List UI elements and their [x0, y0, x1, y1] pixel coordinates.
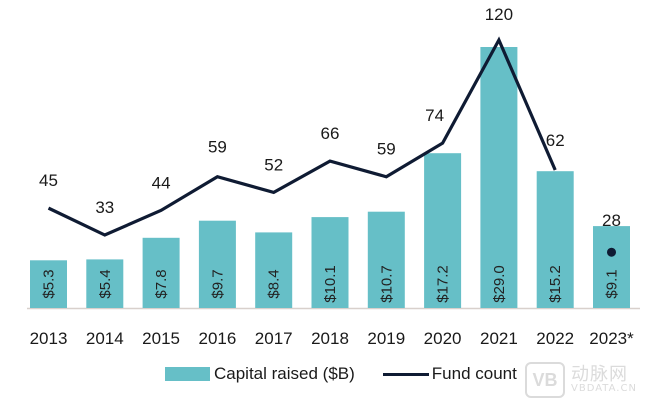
x-tick-2018: 2018 — [311, 329, 349, 348]
legend-label-capital-raised: Capital raised ($B) — [214, 364, 355, 383]
x-tick-2014: 2014 — [86, 329, 124, 348]
bar-2020 — [424, 153, 462, 308]
fund-count-label-2016: 59 — [208, 138, 227, 157]
bar-value-label-2020: $17.2 — [435, 265, 452, 303]
x-tick-2016: 2016 — [198, 329, 236, 348]
watermark-logo-icon: VB — [525, 362, 565, 398]
fund-count-label-2017: 52 — [264, 155, 283, 174]
legend-label-fund-count: Fund count — [431, 364, 517, 383]
bar-2022 — [536, 171, 574, 308]
fund-count-label-2014: 33 — [95, 198, 114, 217]
bar-2016 — [198, 220, 236, 308]
bar-value-labels: $5.3 $5.4 $7.8 $9.7 $8.4 $10.1 $10.7 $17.2 $29.0… — [41, 265, 621, 303]
bar-2019 — [367, 211, 405, 308]
point-2023* — [607, 247, 616, 257]
fund-count-label-2018: 66 — [321, 124, 340, 143]
bar-2013 — [30, 260, 67, 308]
watermark-cn-text: 动脉网 — [571, 364, 628, 385]
bar-value-label-2022: $15.2 — [547, 265, 564, 303]
bar-2015 — [142, 237, 180, 308]
bar-value-label-2019: $10.7 — [378, 265, 395, 303]
fund-count-label-2023*: 28 — [602, 211, 621, 230]
x-tick-2013: 2013 — [30, 329, 68, 348]
watermark: VB 动脉网 VBDATA.CN — [525, 362, 637, 398]
legend: Capital raised ($B) Fund count — [165, 364, 517, 384]
fund-count-labels: 45 33 44 59 52 66 59 74 120 62 28 — [39, 5, 621, 230]
fund-count-label-2019: 59 — [377, 140, 396, 159]
fund-count-label-2020: 74 — [425, 106, 444, 125]
bar-2017 — [255, 232, 293, 308]
x-tick-2017: 2017 — [255, 329, 293, 348]
line-series-fund-count — [47, 36, 557, 237]
bar-value-label-2013: $5.3 — [41, 269, 58, 298]
watermark-en-text: VBDATA.CN — [571, 383, 637, 394]
bar-value-label-2017: $8.4 — [266, 269, 283, 298]
fund-count-label-2021: 120 — [485, 5, 513, 24]
legend-swatch-fund-count — [382, 372, 429, 376]
fund-count-label-2013: 45 — [39, 171, 58, 190]
bar-value-label-2016: $9.7 — [209, 269, 226, 298]
bar-value-label-2014: $5.4 — [97, 269, 114, 298]
x-tick-2020: 2020 — [424, 329, 462, 348]
legend-swatch-capital-raised — [165, 367, 210, 381]
bar-value-label-2015: $7.8 — [153, 269, 170, 298]
x-tick-2022: 2022 — [536, 329, 574, 348]
x-tick-2021: 2021 — [480, 329, 518, 348]
bar-2018 — [311, 217, 349, 308]
bar-value-label-2018: $10.1 — [322, 265, 339, 303]
x-tick-2015: 2015 — [142, 329, 180, 348]
bar-2014 — [86, 259, 124, 308]
x-axis-tick-labels: 2013 2014 2015 2016 2017 2018 2019 2020 2021 2022… — [30, 329, 635, 348]
bar-2023* — [593, 226, 630, 308]
bar-value-label-2021: $29.0 — [491, 265, 508, 303]
bar-value-label-2023*: $9.1 — [604, 269, 621, 298]
fund-count-label-2015: 44 — [152, 173, 171, 192]
line-points — [607, 247, 616, 257]
fund-count-label-2022: 62 — [546, 131, 565, 150]
x-tick-2019: 2019 — [367, 329, 405, 348]
bar-2021 — [480, 47, 518, 308]
bar-series-capital-raised — [30, 47, 630, 308]
x-tick-2023*: 2023* — [589, 329, 634, 348]
